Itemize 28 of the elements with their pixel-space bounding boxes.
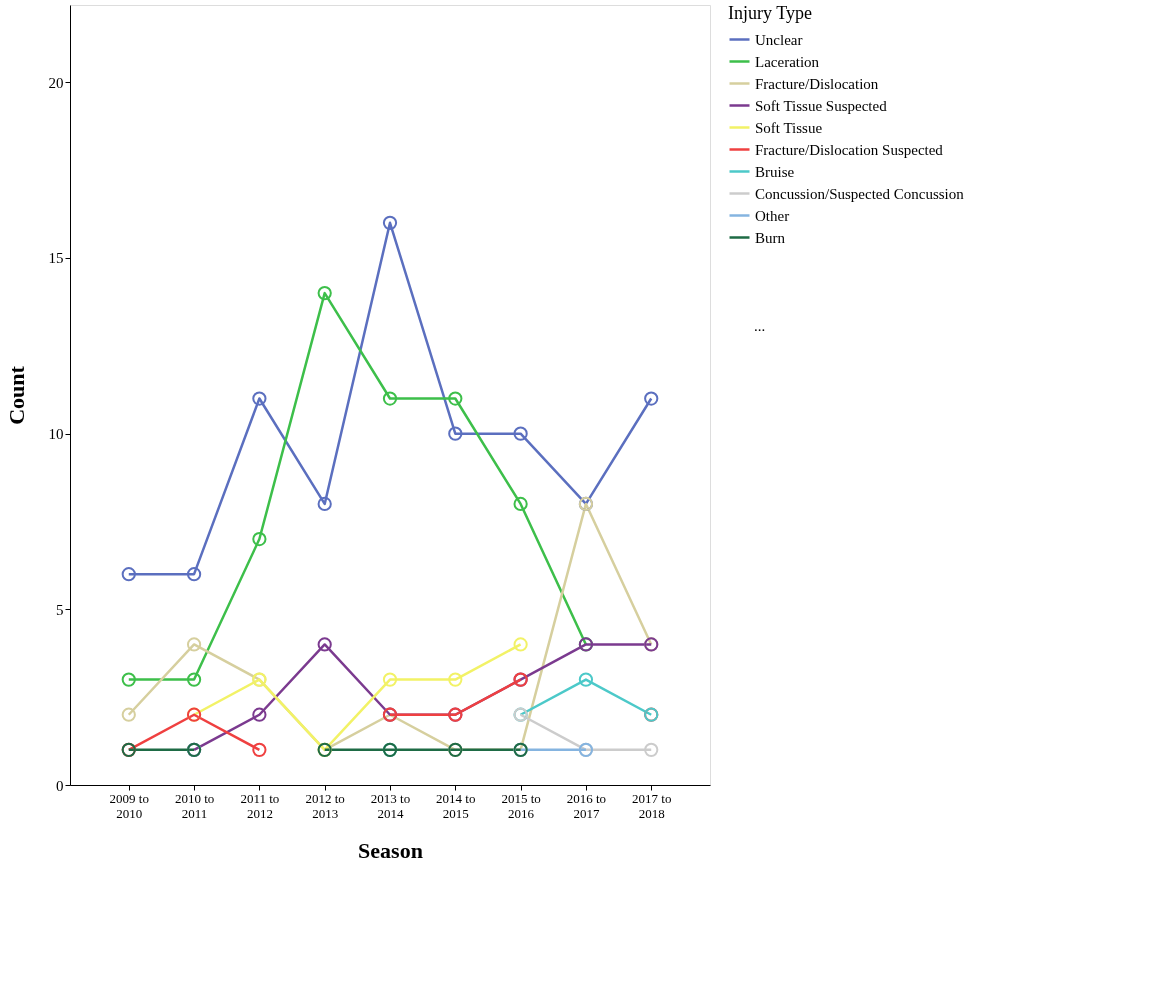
x-tick-label: 2017 to 2018 [632, 790, 672, 821]
y-tick-label: 15 [48, 250, 64, 267]
x-tick-label: 2009 to 2010 [109, 790, 149, 821]
legend-label: Other [755, 207, 790, 224]
y-axis-title: Count [3, 365, 29, 425]
text: ... [754, 318, 766, 334]
legend-label: Soft Tissue Suspected [755, 97, 888, 114]
x-tick-label: 2015 to 2016 [501, 790, 541, 821]
legend-label: Fracture/Dislocation Suspected [755, 141, 944, 158]
x-tick-label: 2014 to 2015 [436, 790, 476, 821]
x-tick-label: 2011 to 2012 [240, 790, 280, 821]
x-tick-label: 2010 to 2011 [174, 790, 215, 821]
legend-title: Injury Type [728, 3, 812, 23]
y-tick-label: 5 [56, 601, 64, 618]
x-tick-label: 2013 to 2014 [370, 790, 411, 821]
y-tick-label: 10 [48, 426, 64, 443]
legend-label: Concussion/Suspected Concussion [755, 185, 965, 202]
legend-label: Unclear [755, 31, 803, 48]
y-tick-label: 20 [48, 74, 64, 91]
x-axis-title: Season [358, 837, 423, 863]
legend-label: Burn [755, 229, 786, 246]
x-tick-label: 2012 to 2013 [305, 790, 345, 821]
legend-label: Soft Tissue [755, 119, 823, 136]
legend-label: Bruise [755, 163, 795, 180]
y-tick-label: 0 [56, 777, 64, 794]
x-tick-label: 2016 to 2017 [566, 790, 607, 821]
legend-label: Laceration [755, 53, 820, 70]
legend-label: Fracture/Dislocation [755, 75, 879, 92]
